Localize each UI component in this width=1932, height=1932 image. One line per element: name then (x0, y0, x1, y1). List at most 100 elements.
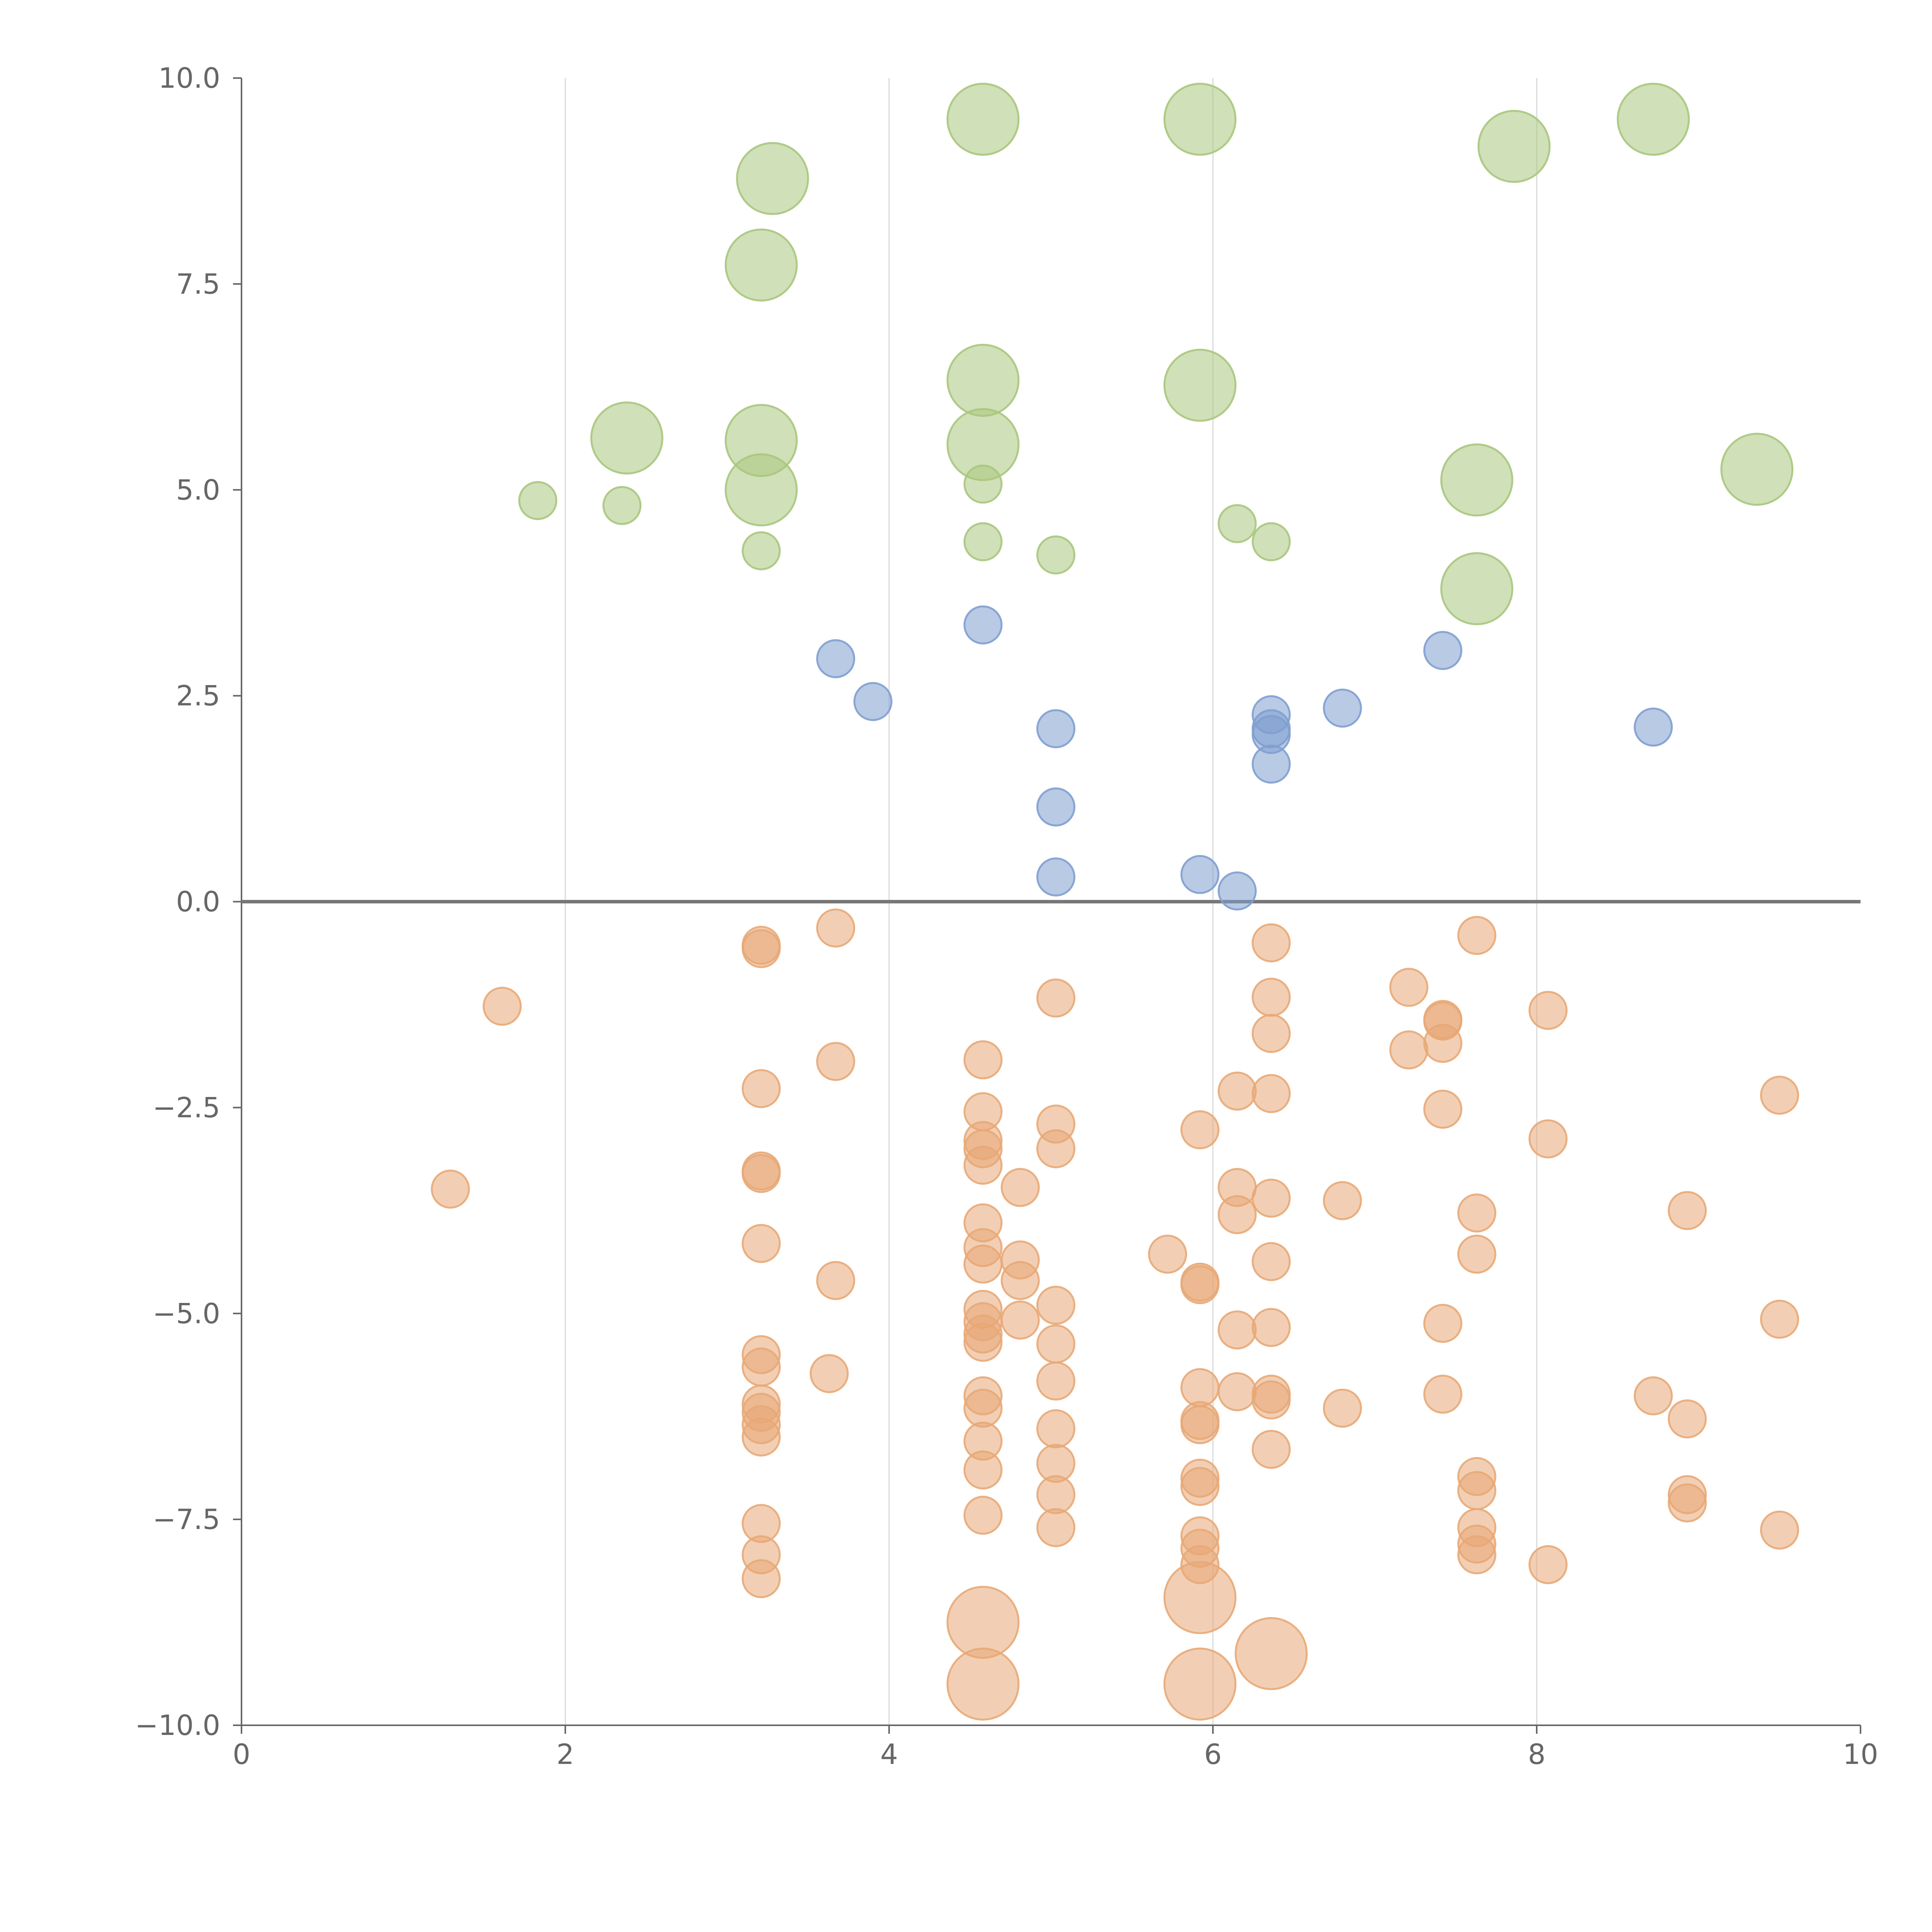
data-point (1180, 1265, 1219, 1304)
data-point (1477, 110, 1551, 183)
data-point (1323, 1388, 1362, 1428)
data-point (1252, 1308, 1291, 1347)
data-point (590, 401, 663, 474)
y-tick-label: 2.5 (176, 680, 220, 712)
data-point (1036, 1508, 1076, 1547)
data-point (1036, 1409, 1076, 1449)
data-point (742, 1069, 781, 1108)
data-point (1457, 1235, 1497, 1274)
data-point (1163, 1647, 1236, 1721)
data-point (1440, 552, 1514, 626)
data-point (1218, 1310, 1257, 1350)
data-point (963, 1244, 1003, 1284)
data-point (1389, 1030, 1429, 1070)
x-tick-label: 4 (880, 1738, 898, 1770)
data-point (742, 1347, 781, 1387)
data-point (816, 1042, 855, 1081)
data-point (483, 986, 522, 1026)
data-point (742, 1224, 781, 1263)
tick-labels: 0 2 4 6 8 10 10.0 7.5 5.0 2.5 0.0 −2.5 −5.0 −7.5 −10.0 (135, 62, 1878, 1770)
y-tick-label: 5.0 (176, 474, 220, 506)
data-point (1180, 1368, 1219, 1407)
data-point (518, 481, 558, 520)
axes (233, 77, 1861, 1734)
data-point (963, 522, 1003, 561)
data-point (1163, 83, 1236, 156)
data-point (963, 1146, 1003, 1185)
data-point (1218, 1372, 1257, 1412)
data-point (1036, 857, 1076, 897)
data-point (963, 464, 1003, 504)
data-point (853, 682, 893, 721)
data-point (1000, 1300, 1040, 1340)
data-point (1323, 1181, 1362, 1220)
data-point (1528, 1545, 1568, 1584)
data-point (742, 929, 781, 968)
data-point (816, 639, 855, 679)
data-point (1000, 1168, 1040, 1207)
data-point (1617, 83, 1690, 156)
data-point (1218, 1195, 1257, 1234)
data-point (963, 605, 1003, 645)
data-point (1252, 1014, 1291, 1053)
data-point (1036, 535, 1076, 575)
data-point (742, 1417, 781, 1457)
x-tick-label: 6 (1204, 1738, 1222, 1770)
data-point (736, 142, 809, 215)
data-point (1634, 707, 1673, 747)
data-point (946, 1586, 1020, 1659)
data-point (1148, 1235, 1187, 1274)
data-point (431, 1169, 470, 1209)
data-point (1163, 349, 1236, 422)
data-point (1218, 504, 1257, 543)
x-tick-label: 8 (1528, 1738, 1546, 1770)
data-point (1457, 1193, 1497, 1233)
data-point (1180, 855, 1219, 894)
data-point (946, 344, 1020, 417)
data-point (1163, 1561, 1236, 1634)
data-point (1036, 1286, 1076, 1325)
data-point (963, 1323, 1003, 1362)
data-point (1252, 1380, 1291, 1420)
data-point (1218, 1071, 1257, 1111)
data-point (1235, 1617, 1308, 1690)
data-point (742, 1559, 781, 1599)
data-point (1457, 1471, 1497, 1510)
data-point (1389, 968, 1429, 1007)
data-point (1252, 1430, 1291, 1469)
data-point (963, 1388, 1003, 1428)
data-point (1423, 1090, 1463, 1129)
data-point (1036, 1324, 1076, 1364)
data-point (1252, 978, 1291, 1017)
x-tick-label: 2 (556, 1738, 574, 1770)
data-point (1252, 923, 1291, 963)
data-point (1634, 1376, 1673, 1415)
data-point (1252, 745, 1291, 784)
data-point (1668, 1191, 1707, 1230)
data-point (1252, 1179, 1291, 1218)
data-point (724, 453, 798, 527)
data-point (816, 1261, 855, 1300)
data-point (1036, 978, 1076, 1018)
y-tick-label: −2.5 (153, 1091, 220, 1124)
y-tick-label: 10.0 (158, 62, 220, 94)
data-point (1423, 1304, 1463, 1343)
data-point (1760, 1510, 1799, 1550)
data-point (1423, 1024, 1463, 1063)
data-point (1457, 1535, 1497, 1575)
y-tick-label: 0.0 (176, 886, 220, 918)
x-tick-label: 0 (233, 1738, 250, 1770)
data-point (1457, 916, 1497, 955)
data-point (1218, 871, 1257, 911)
data-point (1000, 1261, 1040, 1300)
data-point (946, 1647, 1020, 1721)
data-point (602, 486, 642, 525)
data-point (1423, 631, 1463, 670)
y-tick-label: −5.0 (153, 1297, 220, 1330)
data-point (1720, 432, 1794, 506)
data-point (1528, 991, 1568, 1030)
data-point (1668, 1483, 1707, 1522)
data-point (724, 228, 798, 302)
data-points (431, 83, 1799, 1721)
